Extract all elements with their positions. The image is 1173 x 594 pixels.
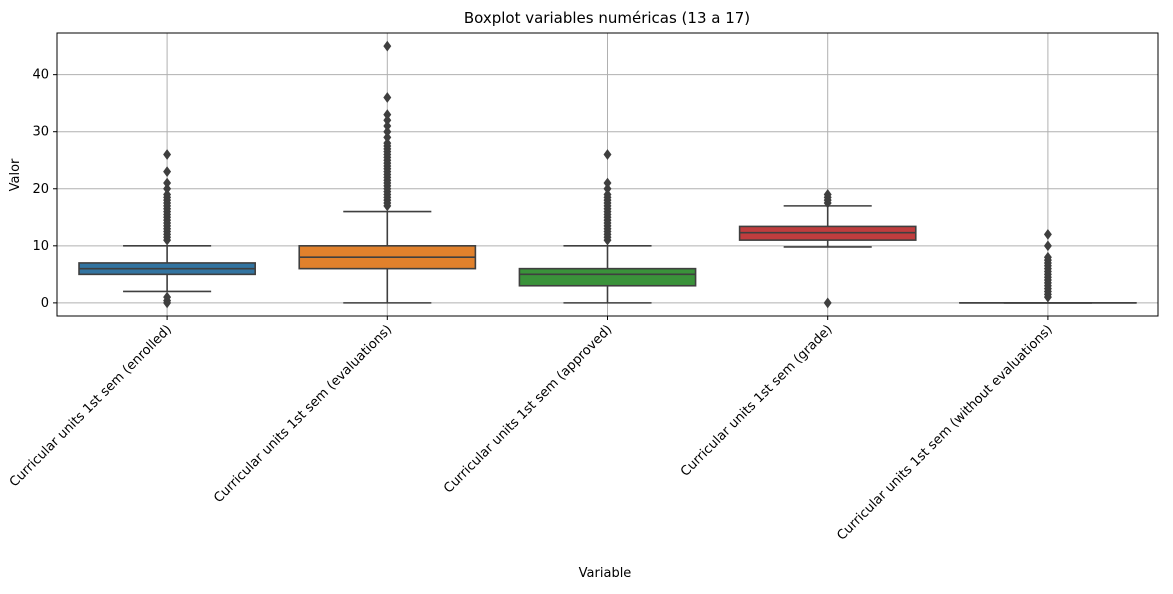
outlier-point <box>384 93 391 103</box>
outlier-point <box>384 110 391 120</box>
y-tick-label: 0 <box>41 296 49 311</box>
x-tick-label: Curricular units 1st sem (without evalua… <box>834 322 1055 543</box>
y-tick-label: 20 <box>32 182 49 197</box>
outlier-point <box>384 41 391 51</box>
y-tick-label: 30 <box>32 125 49 140</box>
x-tick-label: Curricular units 1st sem (enrolled) <box>7 322 175 490</box>
outlier-point <box>824 298 831 308</box>
outlier-point <box>164 167 171 177</box>
box-iqr <box>519 269 695 286</box>
outlier-point <box>164 178 171 188</box>
x-axis-label: Variable <box>579 566 632 581</box>
x-tick-label: Curricular units 1st sem (grade) <box>678 322 835 479</box>
x-tick-label: Curricular units 1st sem (approved) <box>441 322 615 496</box>
x-tick-label: Curricular units 1st sem (evaluations) <box>211 322 395 506</box>
y-tick-label: 40 <box>32 68 49 83</box>
box-5 <box>960 230 1136 303</box>
outlier-point <box>604 150 611 160</box>
axis-layer: 0 10 20 30 40 Curricular units 1st sem (enrol… <box>7 68 1056 544</box>
chart-title: Boxplot variables numéricas (13 a 17) <box>464 9 750 27</box>
box-1 <box>79 150 255 308</box>
outlier-point <box>164 150 171 160</box>
outlier-point <box>1044 241 1051 251</box>
y-tick-label: 10 <box>32 239 49 254</box>
outlier-point <box>1044 230 1051 240</box>
y-axis-label: Valor <box>8 158 23 191</box>
outlier-point <box>604 178 611 188</box>
